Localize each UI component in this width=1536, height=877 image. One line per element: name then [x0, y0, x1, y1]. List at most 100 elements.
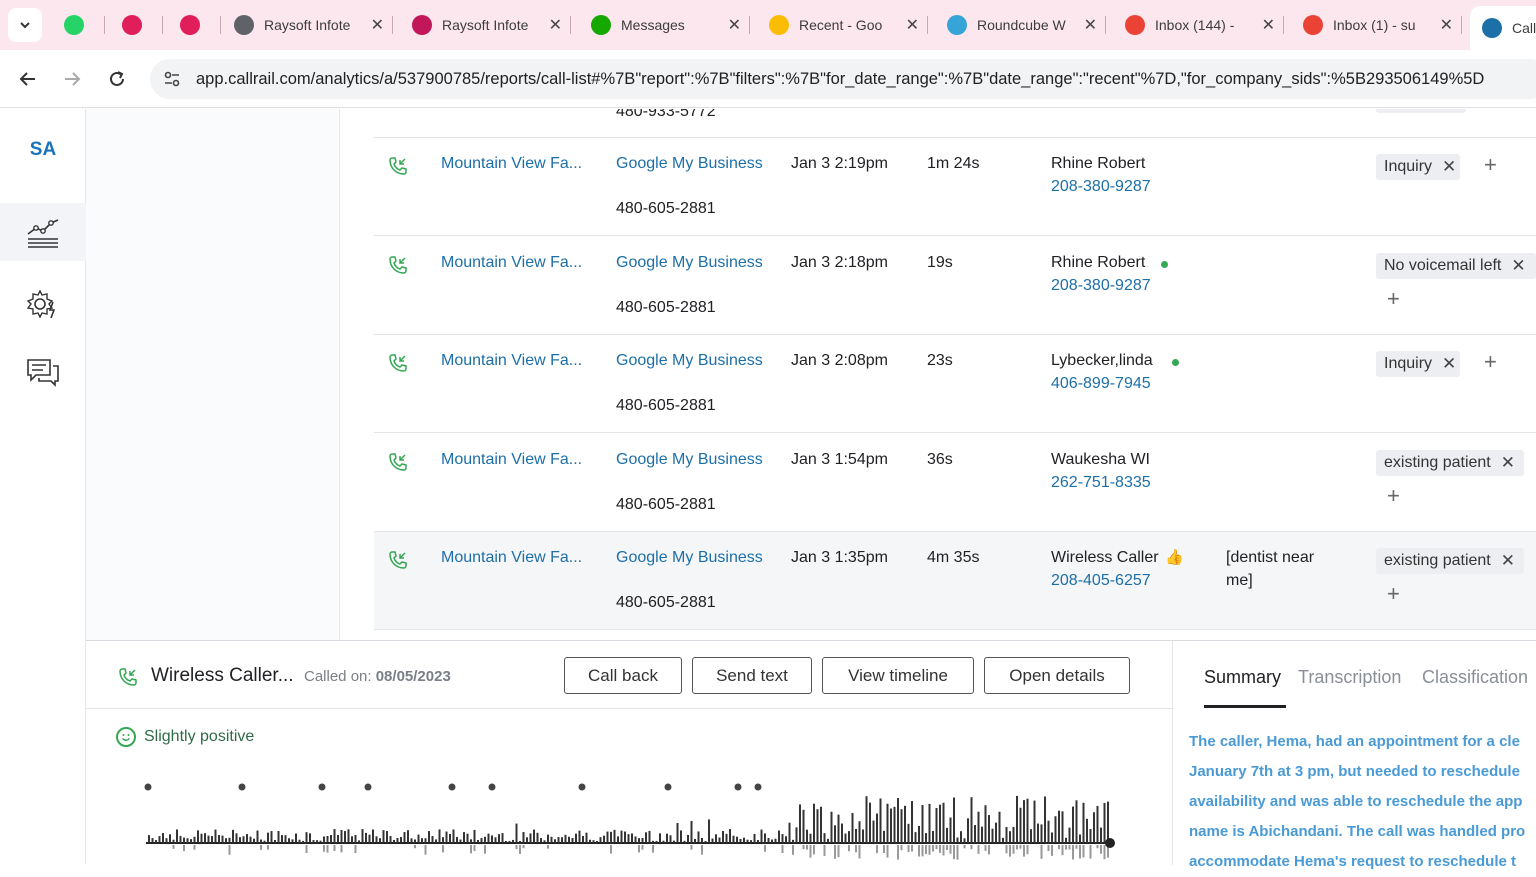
speaker-change-marker[interactable] — [448, 783, 456, 791]
browser-tab[interactable] — [168, 6, 221, 44]
table-row[interactable]: Mountain View Fa... Google My Business 480… — [374, 335, 1536, 433]
speaker-change-marker[interactable] — [664, 783, 672, 791]
call-back-button[interactable]: Call back — [564, 657, 682, 694]
browser-tab[interactable]: Call — [1470, 6, 1536, 50]
add-tag-icon[interactable]: + — [1387, 482, 1400, 508]
forward-button[interactable] — [57, 64, 87, 94]
thumbs-up-icon[interactable]: 👍 — [1165, 549, 1184, 566]
sidebar-item-conversations[interactable] — [0, 343, 86, 401]
waveform-bar — [515, 823, 518, 843]
waveform-bar — [228, 837, 231, 843]
browser-tab[interactable]: Raysoft Infote ✕ — [400, 6, 571, 44]
close-tab-icon[interactable]: ✕ — [548, 17, 562, 34]
browser-tab[interactable] — [52, 6, 105, 44]
remove-tag-icon[interactable]: ✕ — [1442, 157, 1457, 176]
browser-tab[interactable]: Recent - Goo ✕ — [757, 6, 928, 44]
remove-tag-icon[interactable]: ✕ — [1500, 452, 1515, 472]
waveform-bar-lower — [1096, 845, 1099, 849]
detail-called-on: Called on: 08/05/2023 — [304, 668, 451, 685]
speaker-change-marker[interactable] — [754, 783, 762, 791]
send-text-button[interactable]: Send text — [692, 657, 812, 694]
caller-phone-link[interactable]: 262-751-8335 — [1051, 473, 1151, 491]
close-tab-icon[interactable]: ✕ — [1439, 17, 1453, 34]
tab-transcription[interactable]: Transcription — [1298, 667, 1402, 687]
waveform-bar — [1079, 834, 1081, 843]
browser-tab[interactable]: Messages ✕ — [579, 6, 750, 44]
browser-tab[interactable] — [110, 6, 163, 44]
table-row[interactable]: Mountain View Fa... Google My Business 480… — [374, 138, 1536, 236]
table-row[interactable]: Mountain View Fa... Google My Business 480… — [374, 532, 1536, 630]
browser-tab[interactable]: Inbox (144) - ✕ — [1113, 6, 1284, 44]
speaker-change-marker[interactable] — [364, 783, 372, 791]
close-tab-icon[interactable]: ✕ — [1083, 17, 1097, 34]
site-info-icon[interactable] — [162, 69, 182, 89]
close-tab-icon[interactable]: ✕ — [370, 17, 384, 34]
waveform-bar — [855, 828, 857, 843]
company-link[interactable]: Mountain View Fa... — [441, 450, 583, 468]
account-logo[interactable]: SA — [29, 139, 57, 160]
speaker-change-marker[interactable] — [578, 783, 586, 791]
waveform-bar-lower — [1005, 845, 1008, 854]
close-tab-icon[interactable]: ✕ — [905, 17, 919, 34]
tab-classification[interactable]: Classification — [1422, 667, 1529, 687]
browser-tab[interactable]: Raysoft Infote ✕ — [222, 6, 393, 44]
waveform-bar — [652, 840, 654, 843]
browser-tab[interactable]: Inbox (1) - su ✕ — [1291, 6, 1462, 44]
globe-icon — [234, 15, 254, 35]
tab-search-button[interactable] — [8, 8, 42, 42]
waveform-bar-lower — [1051, 845, 1053, 856]
add-tag-icon[interactable]: + — [1484, 349, 1497, 374]
caller-phone-link[interactable]: 208-380-9287 — [1051, 178, 1151, 195]
waveform-bar — [792, 839, 794, 843]
sidebar-item-analytics[interactable] — [0, 203, 86, 261]
caller-phone-link[interactable]: 208-405-6257 — [1051, 572, 1151, 589]
waveform-bar-lower — [1026, 845, 1029, 855]
reload-button[interactable] — [102, 64, 132, 94]
close-tab-icon[interactable]: ✕ — [727, 17, 741, 34]
back-button[interactable] — [13, 64, 43, 94]
speaker-change-marker[interactable] — [238, 783, 246, 791]
waveform-bar — [319, 840, 322, 843]
sidebar-item-settings[interactable] — [0, 275, 86, 333]
tracking-number: 480-605-2881 — [616, 298, 716, 316]
waveform-bar — [949, 817, 952, 843]
source-link[interactable]: Google My Business — [616, 352, 763, 369]
playhead-handle[interactable] — [1105, 838, 1115, 848]
keywords: [dentist near — [1226, 549, 1315, 566]
caller-phone-link[interactable]: 208-380-9287 — [1051, 276, 1151, 294]
tab-summary[interactable]: Summary — [1204, 667, 1282, 687]
source-link[interactable]: Google My Business — [616, 155, 763, 172]
browser-tab[interactable]: Roundcube W ✕ — [935, 6, 1106, 44]
add-tag-icon[interactable]: + — [1387, 285, 1400, 311]
speaker-change-marker[interactable] — [488, 783, 496, 791]
company-link[interactable]: Mountain View Fa... — [441, 155, 583, 172]
remove-tag-icon[interactable]: ✕ — [1500, 551, 1515, 570]
waveform-bar — [571, 837, 574, 843]
company-link[interactable]: Mountain View Fa... — [441, 352, 583, 369]
add-tag-icon[interactable]: + — [1387, 581, 1400, 606]
waveform-bar — [603, 835, 605, 843]
speaker-change-marker[interactable] — [318, 783, 326, 791]
address-bar[interactable]: app.callrail.com/analytics/a/537900785/r… — [150, 59, 1536, 99]
keywords-continued: me] — [1226, 572, 1253, 589]
table-row[interactable]: Mountain View Fa... Google My Business 480… — [374, 237, 1536, 335]
speaker-change-marker[interactable] — [144, 783, 152, 791]
view-timeline-button[interactable]: View timeline — [822, 657, 974, 694]
add-tag-icon[interactable]: + — [1484, 152, 1497, 177]
remove-tag-icon[interactable]: ✕ — [1442, 354, 1457, 373]
call-audio-waveform[interactable] — [142, 779, 1122, 865]
open-details-button[interactable]: Open details — [984, 657, 1130, 694]
waveform-bar — [809, 833, 812, 843]
close-tab-icon[interactable]: ✕ — [1261, 17, 1275, 34]
remove-tag-icon[interactable]: ✕ — [1511, 255, 1526, 275]
company-link[interactable]: Mountain View Fa... — [441, 253, 583, 271]
source-link[interactable]: Google My Business — [616, 253, 763, 271]
waveform-bar-lower — [690, 845, 693, 850]
source-link[interactable]: Google My Business — [616, 450, 763, 468]
source-link[interactable]: Google My Business — [616, 549, 763, 566]
table-row[interactable]: Mountain View Fa... Google My Business 480… — [374, 434, 1536, 532]
tab-separator — [927, 16, 928, 34]
company-link[interactable]: Mountain View Fa... — [441, 549, 583, 566]
caller-phone-link[interactable]: 406-899-7945 — [1051, 375, 1151, 392]
speaker-change-marker[interactable] — [734, 783, 742, 791]
